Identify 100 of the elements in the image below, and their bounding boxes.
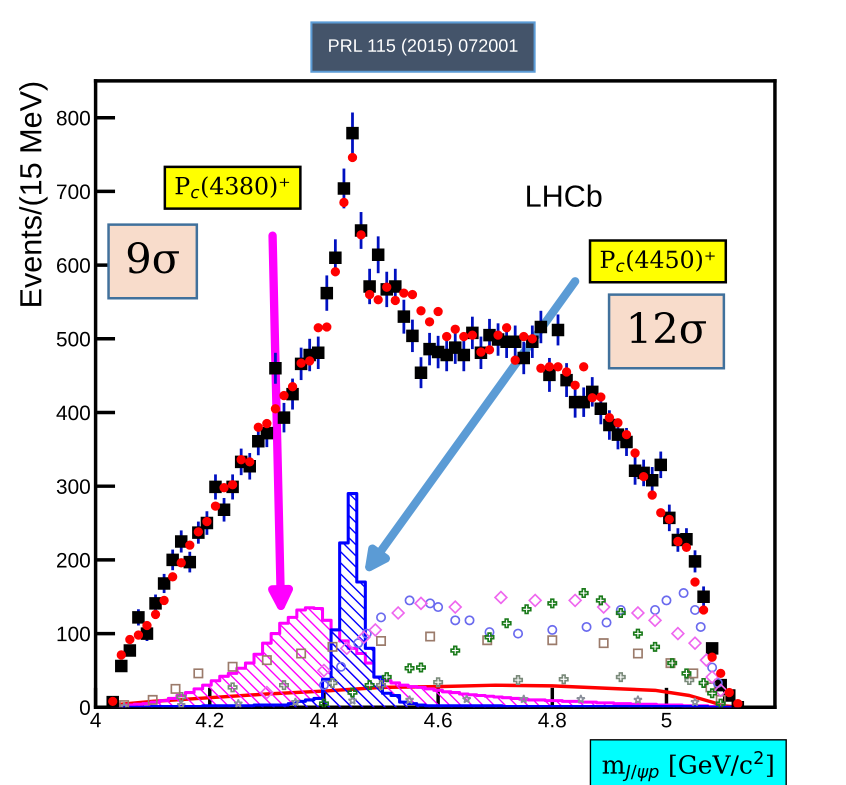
point — [513, 675, 524, 686]
point — [296, 648, 306, 658]
point — [347, 688, 358, 698]
point — [494, 590, 508, 604]
point — [290, 697, 300, 706]
point — [714, 684, 728, 698]
point — [340, 642, 354, 656]
point — [376, 612, 386, 622]
point — [596, 595, 606, 606]
point — [262, 655, 272, 666]
point — [631, 606, 645, 620]
point — [484, 627, 494, 638]
point — [317, 664, 331, 678]
point — [234, 698, 244, 708]
x-tick-label: 4 — [90, 712, 101, 728]
point — [328, 642, 338, 652]
point — [170, 684, 181, 694]
point — [705, 682, 716, 692]
point — [712, 678, 723, 688]
point — [650, 642, 660, 652]
point — [260, 686, 274, 700]
y-tick-label: 100 — [58, 626, 90, 642]
point — [616, 608, 626, 618]
point — [528, 594, 542, 608]
y-tick-label: 200 — [57, 552, 90, 568]
x-tick-label: 4.8 — [538, 712, 566, 728]
point — [228, 662, 238, 672]
y-axis-title: Events/(15 MeV) — [19, 82, 48, 306]
point — [632, 628, 643, 639]
point — [502, 618, 512, 628]
point — [633, 694, 643, 704]
point — [391, 606, 405, 620]
point — [450, 615, 460, 626]
point — [404, 694, 414, 704]
point — [705, 670, 719, 684]
point — [376, 636, 386, 646]
point — [193, 668, 204, 678]
point — [450, 646, 460, 656]
point — [364, 680, 375, 690]
point — [568, 594, 582, 608]
point — [558, 674, 569, 684]
annotation: 12σ — [630, 312, 706, 344]
point — [448, 600, 462, 614]
point — [698, 678, 709, 688]
point — [382, 672, 392, 682]
point — [462, 694, 472, 704]
point — [716, 698, 726, 708]
point — [688, 668, 698, 678]
point — [671, 626, 685, 640]
y-tick-label: 0 — [80, 700, 90, 716]
y-tick-label: 400 — [56, 405, 90, 420]
point — [176, 692, 186, 702]
point — [368, 623, 382, 637]
point — [650, 605, 660, 616]
point — [328, 678, 338, 688]
chart-title: PRL 115 (2015) 072001 — [329, 38, 518, 56]
annotation: P$_{c}$(4450)⁺ — [600, 250, 715, 272]
point — [690, 697, 700, 706]
point — [602, 618, 612, 628]
annotation: P$_{c}$(4380)⁺ — [176, 176, 290, 198]
point — [707, 662, 718, 672]
point — [336, 662, 346, 672]
point — [576, 694, 586, 704]
point — [688, 636, 702, 650]
point — [425, 598, 436, 608]
y-tick-label: 600 — [57, 258, 90, 273]
point — [414, 596, 428, 610]
y-tick-label: 700 — [57, 184, 90, 200]
point — [632, 648, 643, 658]
point — [404, 663, 415, 674]
point — [353, 638, 364, 648]
point — [433, 602, 444, 612]
annotation: 9σ — [128, 242, 179, 274]
point — [484, 632, 494, 642]
point — [148, 694, 158, 705]
point — [518, 694, 529, 704]
point — [425, 632, 436, 642]
point — [176, 700, 186, 708]
x-tick-label: 4.6 — [424, 712, 452, 728]
point — [707, 688, 718, 698]
point — [578, 588, 589, 598]
x-tick-label: 4.2 — [196, 712, 224, 728]
y-tick-label: 500 — [56, 332, 90, 347]
point — [678, 588, 689, 598]
x-tick-label: 4.4 — [310, 712, 338, 728]
point — [278, 680, 289, 690]
x-axis-title: m$_{J/ψp}$ [GeV/c$^{2}$] — [602, 751, 773, 782]
annotation: LHCb — [527, 184, 602, 207]
point — [681, 668, 692, 678]
point — [582, 622, 592, 632]
point — [716, 694, 726, 705]
point — [482, 635, 492, 646]
point — [376, 680, 386, 690]
point — [318, 680, 329, 690]
point — [684, 675, 694, 686]
point — [464, 615, 475, 626]
point — [547, 635, 558, 646]
point — [547, 598, 558, 608]
point — [513, 628, 524, 639]
x-tick-label: 5 — [662, 712, 672, 728]
